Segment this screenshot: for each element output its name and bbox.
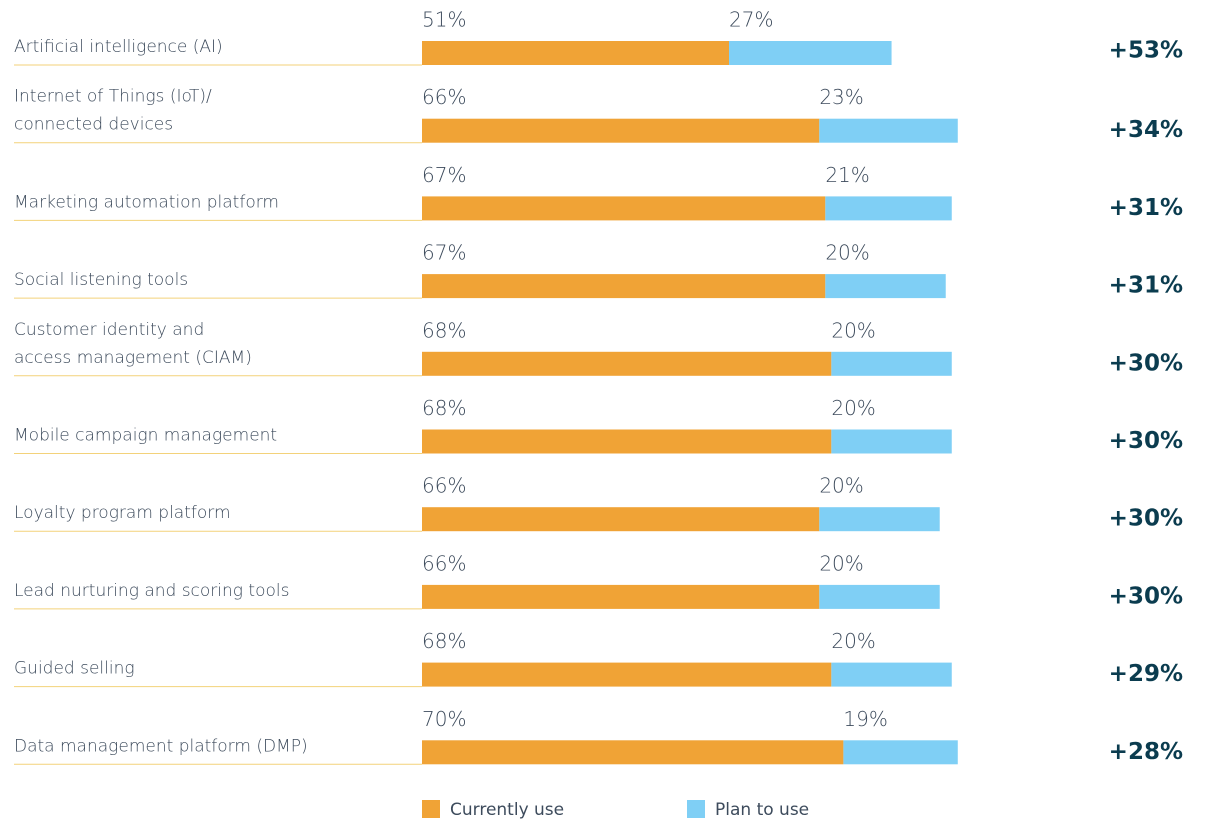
value-label: 21% [825,163,869,187]
bar-segment [422,41,730,65]
category-label: Mobile campaign management [14,426,277,446]
bar-segment [819,584,940,609]
bar-segment [729,41,892,65]
growth-label: +53% [1109,38,1183,64]
value-label: 27% [729,8,773,32]
value-label: 67% [422,241,466,265]
growth-label: +31% [1109,273,1183,299]
value-label: 70% [422,707,466,731]
bar-segment [422,507,820,532]
growth-label: +30% [1109,506,1183,532]
category-label: Data management platform (DMP) [14,736,308,756]
bar-segment [422,351,832,376]
bar-segment [843,740,958,765]
value-label: 66% [422,551,466,575]
bar-segment [819,507,940,532]
bar-segment [422,429,832,454]
legend-label: Plan to use [715,800,809,820]
category-label: connected devices [14,115,173,135]
category-label: Loyalty program platform [14,503,231,523]
growth-label: +30% [1109,428,1183,454]
growth-label: +30% [1109,583,1183,609]
category-label: Guided selling [14,659,135,679]
value-label: 51% [422,8,466,32]
bar-segment [825,274,946,299]
bar-segment [422,584,820,609]
value-label: 68% [422,629,466,653]
value-label: 20% [825,241,869,265]
legend-swatch [422,800,440,818]
value-label: 66% [422,85,466,109]
value-label: 23% [819,85,863,109]
growth-label: +28% [1109,739,1183,765]
category-label: Lead nurturing and scoring tools [14,581,289,601]
category-label: access management (CIAM) [14,348,252,368]
category-label: Social listening tools [14,270,188,290]
growth-label: +31% [1109,195,1183,221]
bar-segment [831,351,952,376]
growth-label: +34% [1109,117,1183,143]
bar-segment [422,274,826,299]
growth-label: +30% [1109,350,1183,376]
value-label: 68% [422,396,466,420]
value-label: 20% [819,474,863,498]
value-label: 66% [422,474,466,498]
bar-segment [825,196,952,221]
bar-segment [831,429,952,454]
value-label: 20% [831,629,875,653]
bar-segment [422,118,820,143]
bar-segment [819,118,958,143]
bar-segment [831,662,952,687]
legend-swatch [687,800,705,818]
bar-segment [422,740,844,765]
value-label: 20% [819,551,863,575]
category-label: Customer identity and [14,320,204,340]
legend-label: Currently use [450,800,564,820]
bar-segment [422,196,826,221]
growth-label: +29% [1109,661,1183,687]
value-label: 20% [831,318,875,342]
category-label: Internet of Things (IoT)/ [14,87,212,107]
value-label: 68% [422,318,466,342]
value-label: 19% [843,707,887,731]
category-label: Marketing automation platform [14,192,279,212]
value-label: 67% [422,163,466,187]
category-label: Artificial intelligence (AI) [14,37,223,57]
bar-segment [422,662,832,687]
value-label: 20% [831,396,875,420]
